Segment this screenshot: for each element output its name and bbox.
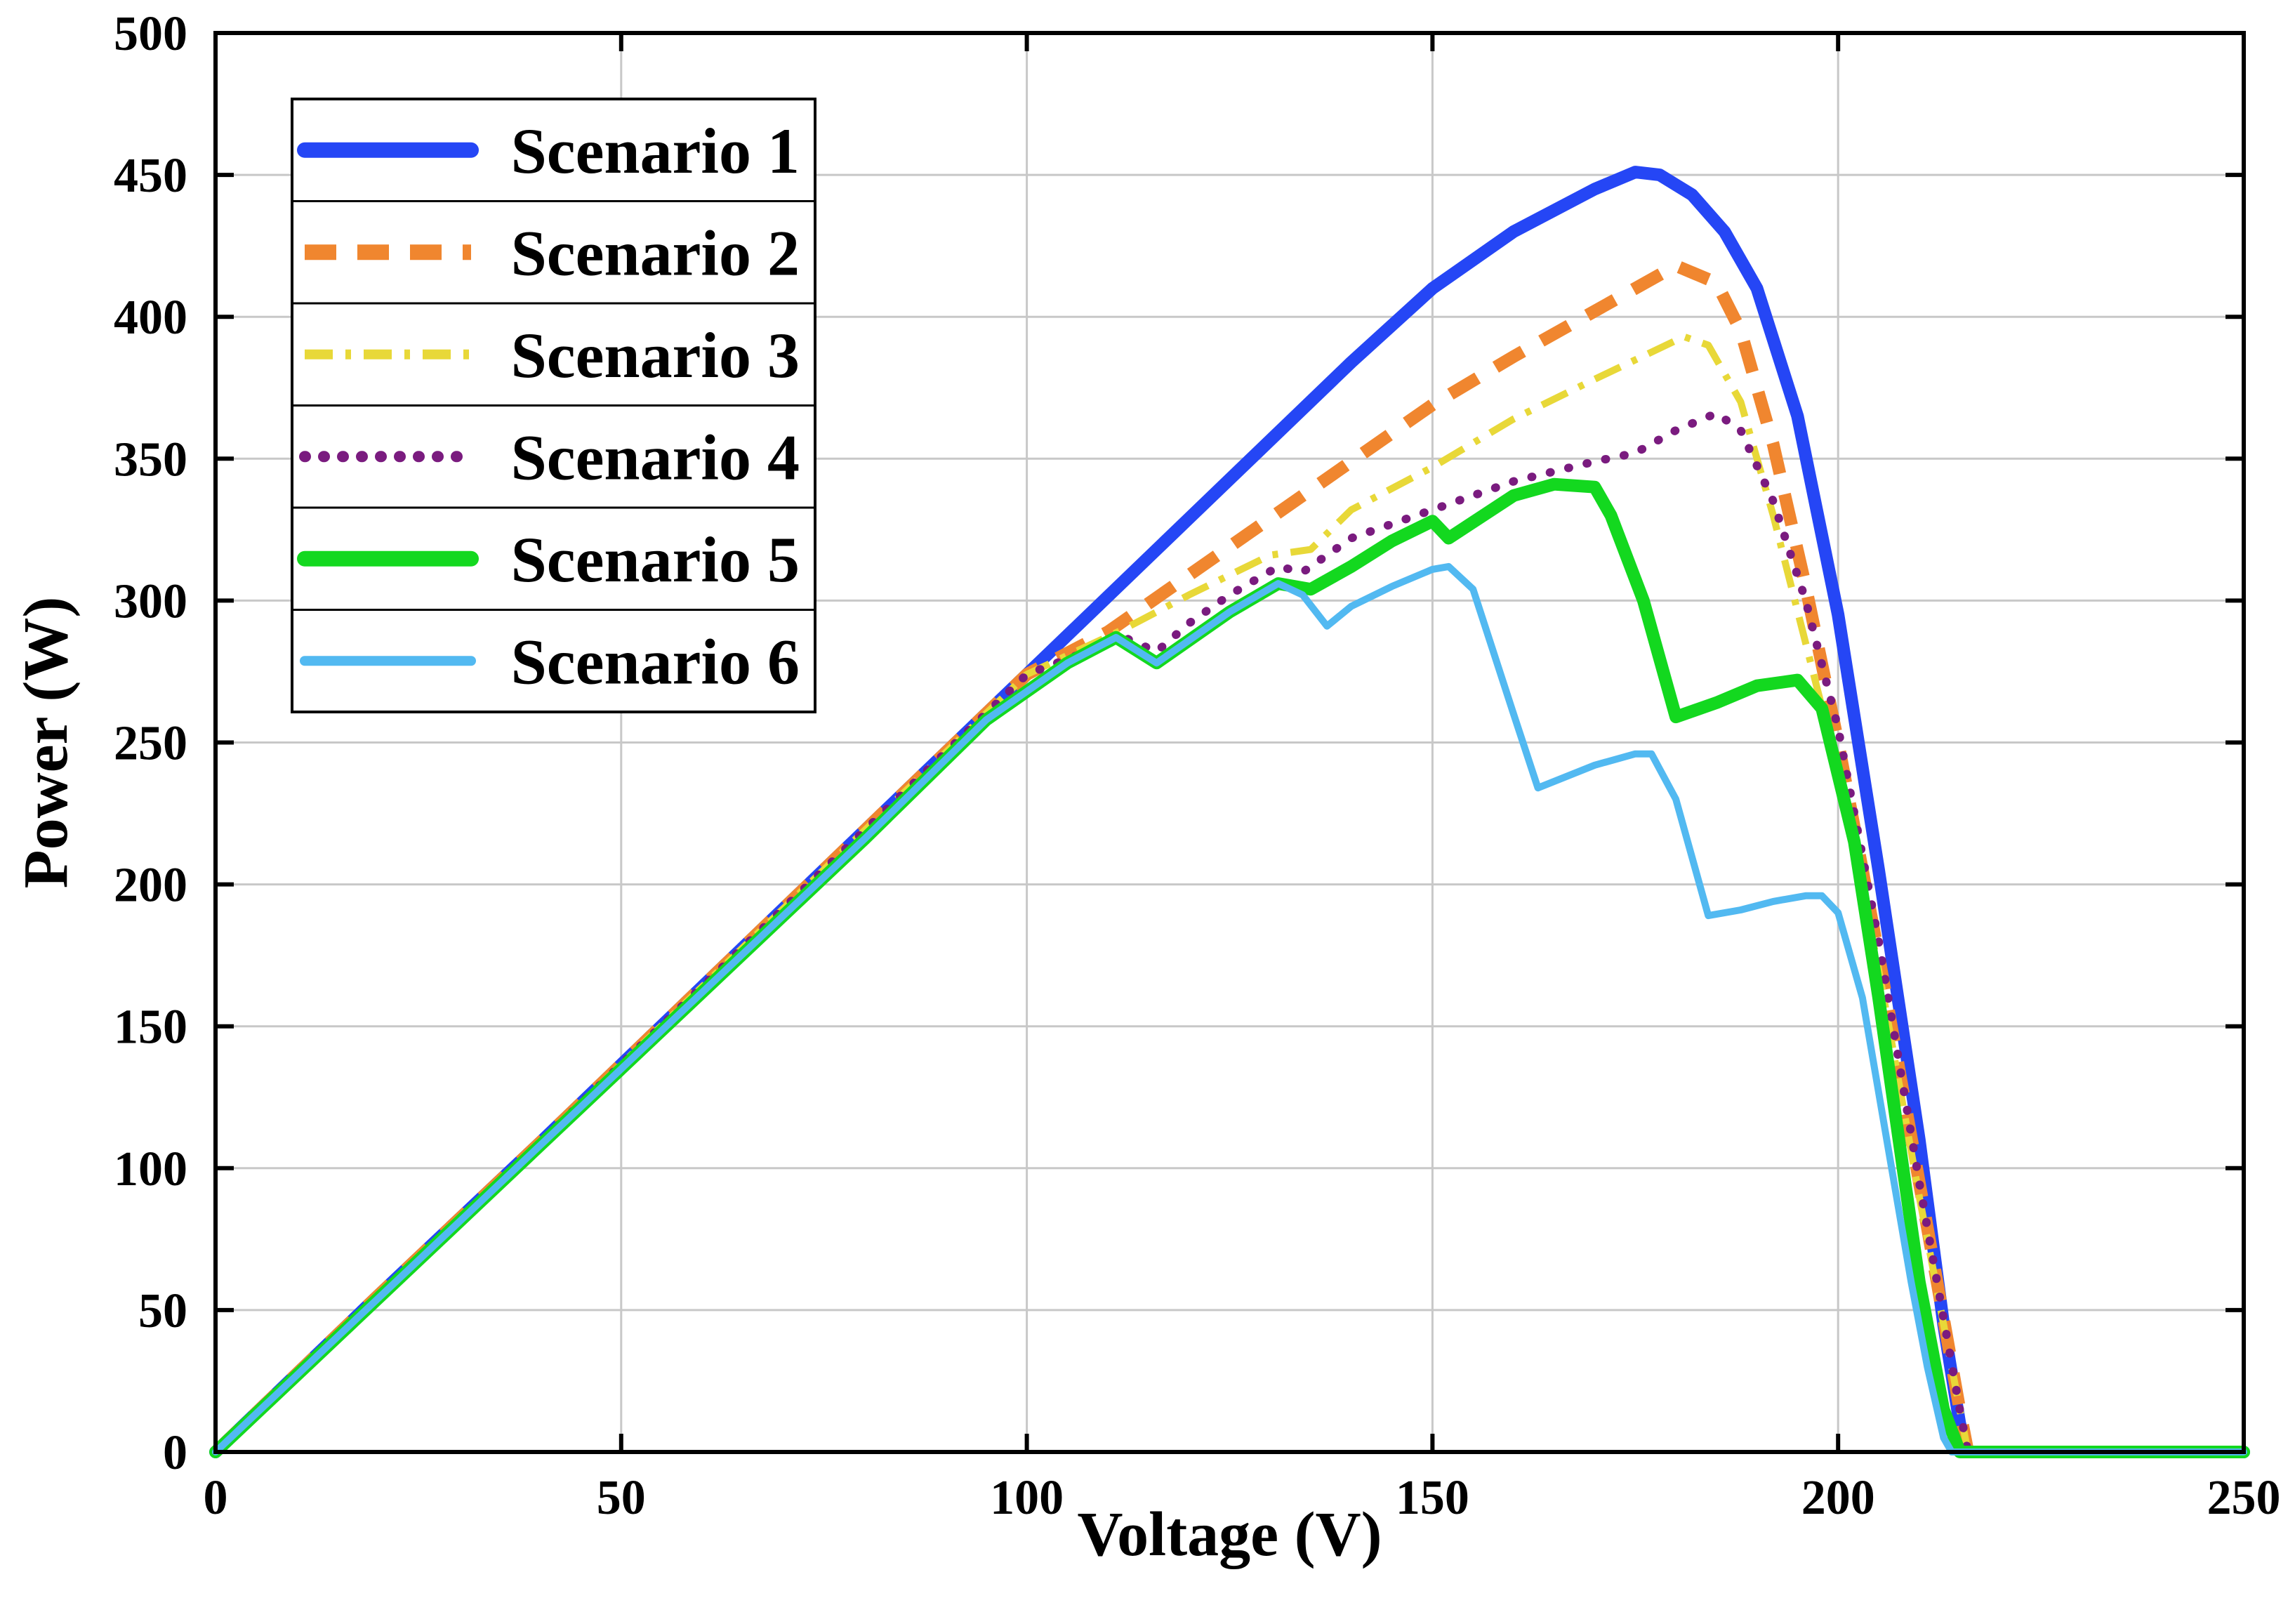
- legend-label-6: Scenario 6: [511, 626, 800, 697]
- x-tick-label: 200: [1801, 1471, 1875, 1525]
- y-tick-label: 350: [114, 433, 187, 487]
- x-tick-label: 0: [204, 1471, 228, 1525]
- y-tick-label: 150: [114, 1001, 187, 1055]
- x-axis-title: Voltage (V): [1077, 1500, 1382, 1569]
- y-tick-label: 250: [114, 717, 187, 771]
- x-tick-label: 150: [1396, 1471, 1469, 1525]
- legend-label-2: Scenario 2: [511, 217, 800, 289]
- series-line-6: [212, 562, 2247, 1455]
- legend-label-3: Scenario 3: [511, 319, 800, 391]
- y-tick-label: 100: [114, 1142, 187, 1196]
- y-tick-label: 50: [138, 1284, 187, 1338]
- x-tick-label: 250: [2207, 1471, 2281, 1525]
- legend: Scenario 1 Scenario 2 Scenario 3 Scenario 4…: [291, 98, 816, 713]
- legend-label-4: Scenario 4: [511, 421, 800, 493]
- y-tick-label: 400: [114, 291, 187, 345]
- y-axis-title: Power (W): [11, 597, 81, 889]
- y-tick-label: 0: [163, 1426, 187, 1480]
- legend-label-5: Scenario 5: [511, 524, 800, 595]
- x-tick-label: 100: [990, 1471, 1064, 1525]
- y-tick-label: 200: [114, 859, 187, 913]
- y-tick-label: 450: [114, 149, 187, 203]
- x-tick-label: 50: [597, 1471, 646, 1525]
- axis-ticks: [213, 31, 2246, 1454]
- y-tick-label: 300: [114, 574, 187, 628]
- tick-labels: 0 50 100 150 200 250 0 50 100 150 200 250 300 350 400 4…: [114, 7, 2281, 1525]
- y-tick-label: 500: [114, 7, 187, 61]
- legend-label-1: Scenario 1: [511, 115, 800, 187]
- series-lines: [209, 166, 2250, 1458]
